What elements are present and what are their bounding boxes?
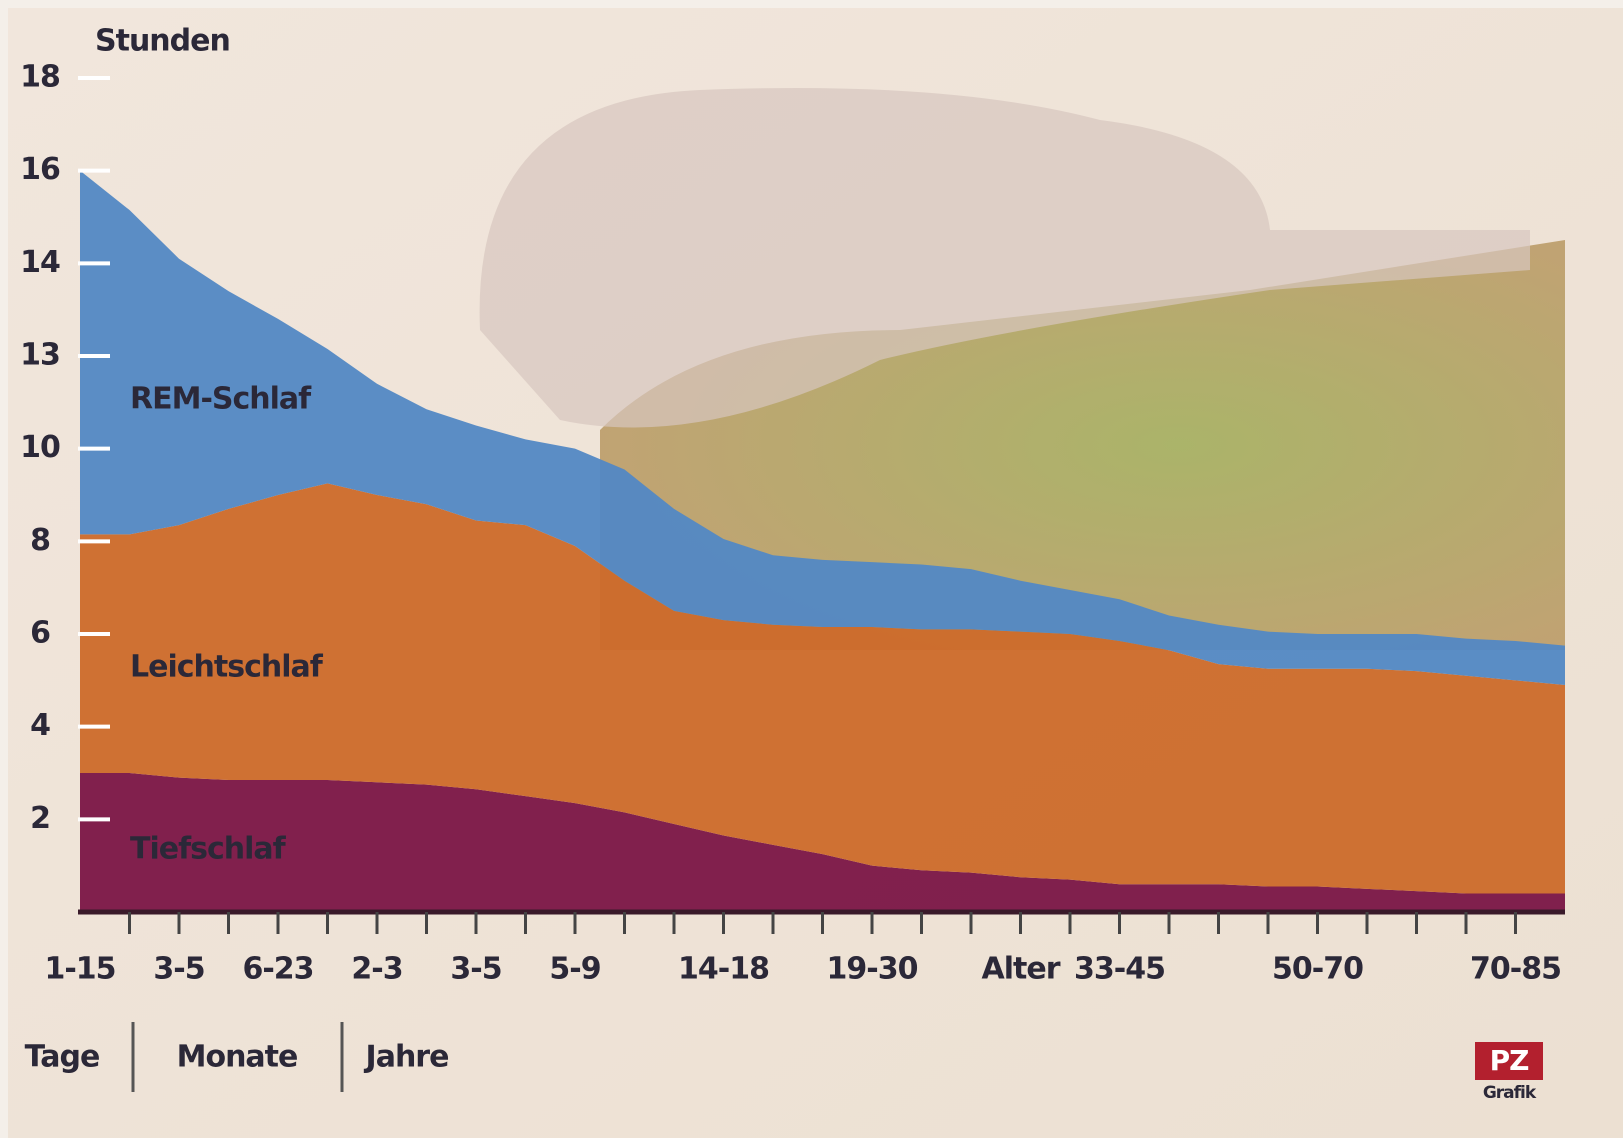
x-tick-label: 3-5 — [153, 952, 204, 987]
x-tick-label: 33-45 — [1074, 952, 1165, 987]
y-tick-label: 8 — [30, 523, 50, 558]
x-tick-label: 70-85 — [1470, 952, 1561, 987]
x-tick-label: 14-18 — [678, 952, 769, 987]
series-label: Tiefschlaf — [130, 832, 287, 867]
y-tick-label: 13 — [20, 338, 60, 373]
x-tick-label: 1-15 — [44, 952, 115, 987]
area — [80, 170, 1565, 685]
logo-box — [1475, 1042, 1543, 1080]
x-group-label: Monate — [177, 1040, 298, 1075]
y-tick-label: 16 — [20, 152, 60, 187]
series-label: Leichtschlaf — [130, 650, 324, 685]
y-tick-label: 10 — [20, 430, 60, 465]
series-label: REM-Schlaf — [130, 382, 312, 417]
x-tick-label: 2-3 — [351, 952, 402, 987]
x-tick-label: 3-5 — [450, 952, 501, 987]
y-tick-label: 2 — [30, 801, 50, 836]
x-group-label: Jahre — [364, 1040, 449, 1075]
y-tick-label: 6 — [30, 616, 50, 651]
x-tick-label: Alter — [982, 952, 1061, 987]
x-tick-label: 19-30 — [827, 952, 918, 987]
x-tick-label: 6-23 — [242, 952, 313, 987]
area — [80, 773, 1565, 912]
y-tick-label: 4 — [30, 708, 50, 743]
y-tick-label: 14 — [20, 245, 60, 280]
logo-text: Grafik — [1483, 1083, 1537, 1103]
logo-text: PZ — [1490, 1044, 1530, 1077]
area — [80, 483, 1565, 894]
background-figure — [479, 88, 1530, 428]
x-tick-label: 50-70 — [1272, 952, 1363, 987]
y-axis-label: Stunden — [95, 24, 230, 59]
x-tick-label: 5-9 — [549, 952, 600, 987]
x-group-label: Tage — [25, 1040, 100, 1075]
y-tick-label: 18 — [20, 60, 60, 95]
